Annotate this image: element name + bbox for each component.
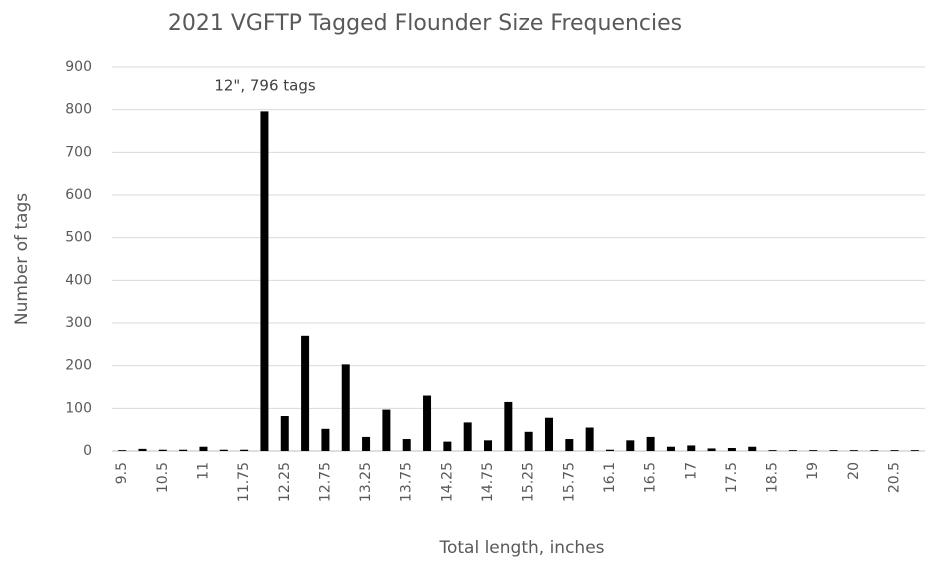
x-tick-label: 16.5 bbox=[643, 462, 659, 493]
bar bbox=[768, 450, 777, 451]
x-tick-label: 17.5 bbox=[724, 462, 740, 493]
bar bbox=[809, 450, 818, 451]
bar bbox=[626, 440, 635, 451]
y-tick-label: 200 bbox=[65, 358, 92, 374]
bar bbox=[524, 431, 533, 451]
x-tick-label: 9.5 bbox=[114, 462, 130, 484]
x-tick-label: 13.75 bbox=[399, 462, 415, 502]
y-axis-title: Number of tags bbox=[12, 193, 32, 325]
x-tick-label: 18.5 bbox=[765, 462, 781, 493]
y-tick-label: 600 bbox=[65, 187, 92, 203]
x-tick-label: 12.25 bbox=[277, 462, 293, 502]
bar bbox=[849, 450, 858, 451]
x-tick-label: 20.5 bbox=[887, 462, 903, 493]
bar bbox=[301, 335, 310, 451]
x-tick-label: 16.1 bbox=[602, 462, 618, 493]
x-tick-label: 11.75 bbox=[236, 462, 252, 502]
bar bbox=[788, 450, 797, 451]
y-tick-label: 0 bbox=[83, 443, 92, 459]
x-tick-label: 20 bbox=[846, 462, 862, 480]
bar bbox=[666, 446, 675, 451]
bar bbox=[565, 439, 574, 451]
bar bbox=[199, 446, 208, 451]
x-axis-title: Total length, inches bbox=[438, 538, 604, 558]
bar bbox=[280, 416, 289, 451]
y-tick-label: 300 bbox=[65, 315, 92, 331]
bar bbox=[219, 449, 228, 451]
bar bbox=[829, 450, 838, 451]
bar bbox=[240, 449, 249, 451]
annotation: 12", 796 tags bbox=[214, 77, 316, 95]
bar bbox=[260, 111, 269, 451]
bar bbox=[484, 440, 493, 451]
x-tick-label: 10.5 bbox=[155, 462, 171, 493]
y-tick-label: 700 bbox=[65, 144, 92, 160]
bar bbox=[463, 422, 472, 451]
bar bbox=[870, 450, 879, 451]
x-tick-label: 15.25 bbox=[521, 462, 537, 502]
x-tick-label: 13.25 bbox=[358, 462, 374, 502]
bar bbox=[362, 436, 371, 451]
bar bbox=[748, 446, 757, 451]
bar bbox=[646, 436, 655, 451]
x-tick-label: 19 bbox=[805, 462, 821, 480]
bar bbox=[544, 417, 553, 451]
bar bbox=[341, 364, 350, 451]
bar bbox=[179, 449, 188, 451]
bar bbox=[321, 428, 330, 451]
y-tick-label: 500 bbox=[65, 230, 92, 246]
bar bbox=[138, 448, 147, 451]
bar bbox=[687, 445, 696, 451]
bar bbox=[158, 449, 167, 451]
y-tick-label: 400 bbox=[65, 272, 92, 288]
bar bbox=[504, 401, 513, 451]
x-tick-label: 15.75 bbox=[561, 462, 577, 502]
bar bbox=[118, 450, 127, 451]
bar bbox=[585, 427, 594, 451]
x-tick-label: 14.25 bbox=[439, 462, 455, 502]
bar bbox=[443, 441, 452, 451]
bar bbox=[402, 439, 411, 451]
x-tick-label: 12.75 bbox=[317, 462, 333, 502]
x-tick-label: 11 bbox=[195, 462, 211, 480]
bar bbox=[890, 450, 899, 451]
y-tick-label: 900 bbox=[65, 59, 92, 75]
bar bbox=[382, 409, 391, 451]
y-tick-label: 800 bbox=[65, 102, 92, 118]
x-tick-label: 17 bbox=[683, 462, 699, 480]
bar bbox=[605, 449, 614, 451]
bar bbox=[727, 448, 736, 451]
chart-title: 2021 VGFTP Tagged Flounder Size Frequenc… bbox=[168, 11, 682, 36]
x-tick-label: 14.75 bbox=[480, 462, 496, 502]
bar bbox=[910, 450, 919, 451]
bar bbox=[423, 395, 432, 451]
bar bbox=[707, 448, 716, 451]
y-tick-label: 100 bbox=[65, 400, 92, 416]
